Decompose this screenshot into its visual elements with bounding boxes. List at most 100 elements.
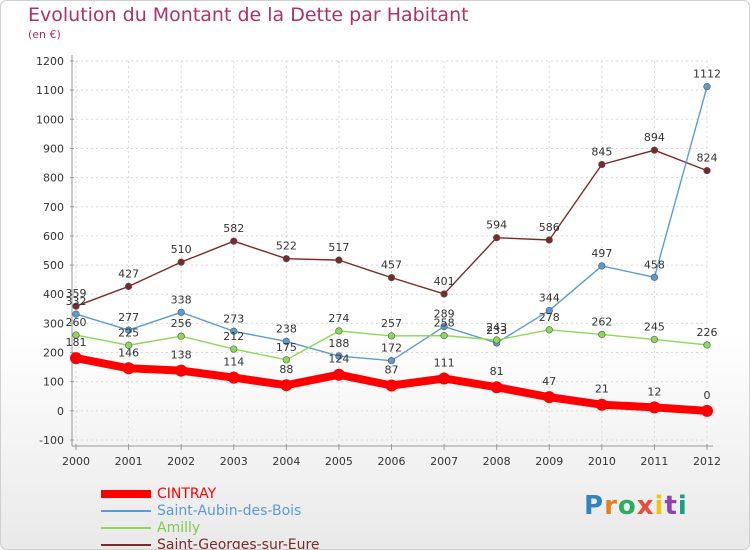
- x-tick-label: 2002: [167, 455, 195, 468]
- y-tick-label: 1000: [36, 113, 64, 126]
- x-tick-label: 2012: [693, 455, 721, 468]
- data-label: 594: [486, 219, 507, 232]
- logo-letter: P: [584, 491, 605, 521]
- data-point: [650, 335, 659, 344]
- data-point: [230, 327, 238, 335]
- data-point: [124, 282, 133, 290]
- y-tick-label: 700: [43, 201, 64, 214]
- data-point: [545, 326, 553, 334]
- x-tick-label: 2007: [430, 455, 458, 468]
- data-label: 0: [704, 389, 711, 402]
- data-point: [332, 368, 345, 381]
- y-tick-label: 1200: [36, 55, 64, 68]
- legend-label: CINTRAY: [157, 485, 217, 502]
- data-label: 289: [434, 308, 455, 321]
- data-label: 427: [118, 267, 139, 280]
- data-label: 273: [223, 312, 244, 325]
- data-point: [703, 167, 711, 175]
- y-tick-label: 500: [43, 259, 64, 272]
- data-point: [70, 352, 82, 365]
- data-label: 138: [171, 349, 192, 362]
- data-label: 278: [539, 311, 560, 324]
- x-tick-label: 2010: [588, 455, 616, 468]
- data-point: [230, 237, 238, 245]
- data-point: [440, 332, 448, 340]
- y-tick-label: 1100: [36, 84, 64, 97]
- data-label: 517: [328, 241, 349, 254]
- data-label: 257: [381, 317, 402, 330]
- data-label: 497: [591, 247, 612, 260]
- data-point: [493, 234, 501, 242]
- data-label: 258: [434, 317, 455, 330]
- legend-swatch: [101, 489, 151, 498]
- data-label: 262: [591, 315, 612, 328]
- data-point: [598, 262, 606, 270]
- legend-label: Saint-Aubin-des-Bois: [157, 502, 302, 519]
- data-label: 260: [66, 316, 87, 329]
- data-point: [545, 306, 553, 315]
- data-label: 586: [539, 221, 560, 234]
- legend-label: Amilly: [157, 519, 201, 536]
- data-point: [385, 379, 398, 392]
- legend-item: Saint-Georges-sur-Eure: [101, 536, 320, 550]
- y-tick-label: 800: [43, 172, 64, 185]
- data-label: 114: [223, 356, 244, 369]
- data-label: 225: [118, 326, 139, 339]
- data-point: [280, 379, 293, 392]
- data-label: 181: [66, 336, 87, 349]
- y-tick-label: 200: [43, 347, 64, 360]
- legend-label: Saint-Georges-sur-Eure: [157, 536, 320, 550]
- data-label: 824: [697, 152, 718, 165]
- line-chart: -100 0 100 200 300 400 500 600 700 800 900 1000 1100…: [36, 55, 721, 468]
- data-point: [72, 310, 80, 318]
- data-point: [648, 401, 661, 414]
- chart-legend: CINTRAY Saint-Aubin-des-Bois Amilly Saint-G…: [101, 485, 320, 550]
- x-tick-label: 2003: [220, 455, 248, 468]
- logo-letter: i: [677, 491, 688, 521]
- data-label: 47: [542, 375, 556, 388]
- y-tick-label: 300: [43, 317, 64, 330]
- data-point: [493, 336, 501, 344]
- data-label: 81: [490, 365, 504, 378]
- data-label: 522: [276, 240, 297, 253]
- proxiti-logo: Proxiti: [584, 491, 688, 521]
- data-point: [387, 357, 396, 365]
- x-tick-label: 2006: [378, 455, 406, 468]
- data-label: 146: [118, 346, 139, 359]
- x-tick-label: 2008: [483, 455, 511, 468]
- data-label: 359: [66, 287, 87, 300]
- data-point: [282, 356, 290, 364]
- data-label: 894: [644, 131, 665, 144]
- y-tick-label: 400: [43, 288, 64, 301]
- data-point: [282, 255, 290, 263]
- data-point: [175, 364, 188, 377]
- data-point: [650, 146, 659, 154]
- y-tick-label: 600: [43, 230, 64, 243]
- data-point: [650, 273, 659, 281]
- data-label: 401: [434, 275, 455, 288]
- data-point: [701, 404, 713, 417]
- data-point: [440, 322, 448, 331]
- legend-item: Saint-Aubin-des-Bois: [101, 502, 320, 519]
- data-point: [124, 326, 133, 334]
- data-point: [227, 371, 240, 384]
- y-tick-label: -100: [39, 434, 64, 447]
- data-point: [595, 398, 608, 411]
- data-label: 124: [328, 353, 349, 366]
- legend-item: CINTRAY: [101, 485, 320, 502]
- data-point: [122, 362, 135, 375]
- data-label: 245: [644, 320, 665, 333]
- logo-letter: r: [604, 491, 618, 521]
- data-label: 226: [697, 326, 718, 339]
- x-tick-label: 2009: [535, 455, 563, 468]
- legend-swatch: [101, 543, 151, 546]
- x-tick-label: 2004: [272, 455, 300, 468]
- data-label: 274: [328, 312, 349, 325]
- data-point: [598, 160, 606, 169]
- data-point: [703, 341, 711, 349]
- data-point: [490, 381, 503, 394]
- data-label: 344: [539, 292, 560, 305]
- data-point: [440, 290, 448, 298]
- data-point: [72, 331, 80, 339]
